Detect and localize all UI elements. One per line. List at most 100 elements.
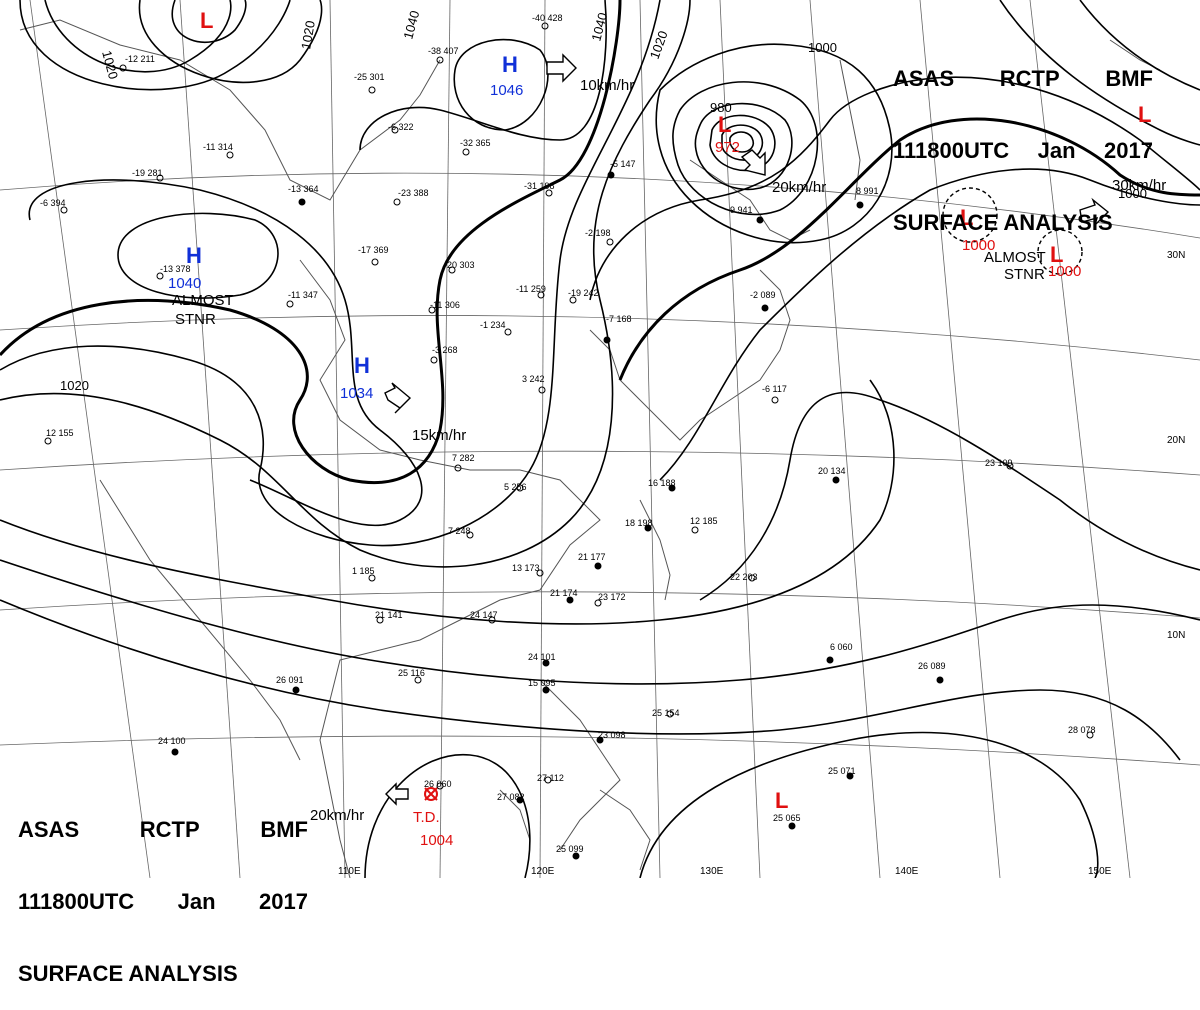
station-plot: 25 116: [398, 668, 425, 684]
motion-label-h3: 15km/hr: [412, 427, 466, 444]
station-plot: 12 155: [44, 428, 74, 445]
low-center-l2: L: [718, 112, 731, 137]
header-station: RCTP: [139, 817, 200, 842]
station-reading: 24 101: [528, 652, 556, 662]
station-plot: -13 378: [156, 264, 191, 280]
station-plot: -7 168: [603, 314, 632, 344]
low-center-l4: L: [1050, 242, 1063, 267]
header-bottom-left: ASAS RCTP BMF 111800UTC Jan 2017 SURFACE…: [18, 770, 308, 1010]
high-center-h2: H: [186, 243, 202, 268]
station-reading: -3 268: [432, 345, 458, 355]
tropical-depression-symbol: [424, 787, 438, 801]
header-year: 2017: [1104, 138, 1153, 163]
motion-arrow-td: [385, 782, 409, 806]
station-reading: 26 091: [276, 675, 304, 685]
station-plot: 25 065: [773, 813, 801, 830]
station-reading: 24 100: [158, 736, 186, 746]
motion-label-l3-line2: STNR: [1004, 266, 1045, 283]
station-plot: 7 282: [452, 453, 475, 472]
station-plot: -19 242: [568, 288, 599, 304]
station-reading: -2 198: [585, 228, 611, 238]
motion-label-l2: 20km/hr: [772, 179, 826, 196]
station-reading: 21 177: [578, 552, 606, 562]
station-reading: -19 242: [568, 288, 599, 298]
isobar-label: 980: [710, 100, 732, 115]
station-plot: 28 078: [1068, 725, 1096, 739]
station-plot: 23 109: [985, 458, 1014, 470]
coastlines: [19, 19, 1161, 878]
longitude-label-110e: 110E: [338, 866, 361, 877]
station-plot: 21 141: [375, 610, 403, 624]
station-plot: -25 301: [354, 72, 385, 94]
station-reading: -6 322: [388, 122, 414, 132]
header-line3: SURFACE ANALYSIS: [18, 961, 238, 986]
station-reading: 13 173: [512, 563, 540, 573]
station-reading: 25 071: [828, 766, 856, 776]
station-reading: 12 185: [690, 516, 718, 526]
header-code: BMF: [1105, 66, 1153, 91]
station-plot: -13 364: [288, 184, 319, 206]
low-center-l3: L: [960, 205, 973, 230]
isobar-label: 1040: [400, 9, 422, 41]
high-center-h1: H: [502, 52, 518, 77]
motion-arrow-h3: [384, 382, 412, 414]
station-plot: -3 268: [430, 345, 458, 364]
station-plot: 23 098: [596, 730, 626, 744]
station-reading: -11 306: [430, 300, 460, 310]
dashed-isobars: [942, 187, 1083, 275]
station-plot: 7 248: [448, 526, 474, 539]
td-label: T.D.: [413, 809, 440, 826]
station-plot: 26 060: [424, 779, 452, 790]
station-plot: -19 281: [132, 168, 164, 182]
station-reading: -19 281: [132, 168, 163, 178]
station-plot: 24 101: [528, 652, 556, 667]
station-plot: -5 147: [607, 159, 636, 179]
station-reading: 27 112: [537, 773, 564, 783]
station-reading: -13 364: [288, 184, 319, 194]
latitude-label-20n: 20N: [1167, 435, 1185, 446]
low-center-l5: L: [1138, 102, 1151, 127]
station-reading: 16 188: [648, 478, 676, 488]
station-plot: 9 941: [730, 205, 764, 224]
motion-arrow-l4: [1079, 197, 1110, 228]
pressure-l3: 1000: [962, 237, 995, 254]
pressure-l2: 972: [715, 139, 740, 156]
station-plot: 27 082: [497, 792, 525, 804]
station-plot: -11 314: [203, 142, 234, 159]
station-reading: 9 941: [730, 205, 753, 215]
station-plot: -32 365: [460, 138, 491, 156]
station-plot: 16 188: [648, 478, 676, 492]
station-plot: -2 198: [585, 228, 614, 246]
station-plot: 26 089: [918, 661, 946, 684]
isobar-label: 1020: [60, 378, 89, 393]
motion-label-l3-line1: ALMOST: [984, 249, 1046, 266]
station-plot: -6 394: [40, 198, 68, 214]
station-reading: -12 211: [125, 54, 155, 64]
pressure-h1: 1046: [490, 82, 523, 99]
header-top-right: ASAS RCTP BMF 111800UTC Jan 2017 SURFACE…: [893, 19, 1153, 259]
low-center-l6: L: [775, 788, 788, 813]
pressure-h2: 1040: [168, 275, 201, 292]
station-reading: 25 116: [398, 668, 425, 678]
station-plot: -6 322: [388, 122, 414, 134]
pressure-td: 1004: [420, 832, 453, 849]
motion-arrow-l2: [740, 149, 766, 176]
station-plot: 26 091: [276, 675, 304, 694]
station-plot: -1 234: [480, 320, 512, 336]
header-line2: 111800UTC Jan 2017: [18, 890, 308, 914]
isobar-label: 1000: [1118, 186, 1147, 201]
station-plot: 24 100: [158, 736, 186, 756]
station-reading: 15 095: [528, 678, 556, 688]
station-reading: -6 394: [40, 198, 66, 208]
station-reading: 3 242: [522, 374, 545, 384]
motion-label-td: 20km/hr: [310, 807, 364, 824]
station-plots: -40 428 -38 407 -25 301 -32 365 -23 388 …: [40, 13, 1096, 860]
station-reading: -11 347: [288, 290, 318, 300]
station-plot: -6 117: [762, 384, 787, 404]
header-year: 2017: [259, 889, 308, 914]
header-station: RCTP: [999, 66, 1060, 91]
station-plot: -38 407: [428, 46, 459, 64]
station-plot: 24 147: [470, 610, 498, 624]
station-reading: -5 147: [610, 159, 636, 169]
station-reading: -13 378: [160, 264, 191, 274]
